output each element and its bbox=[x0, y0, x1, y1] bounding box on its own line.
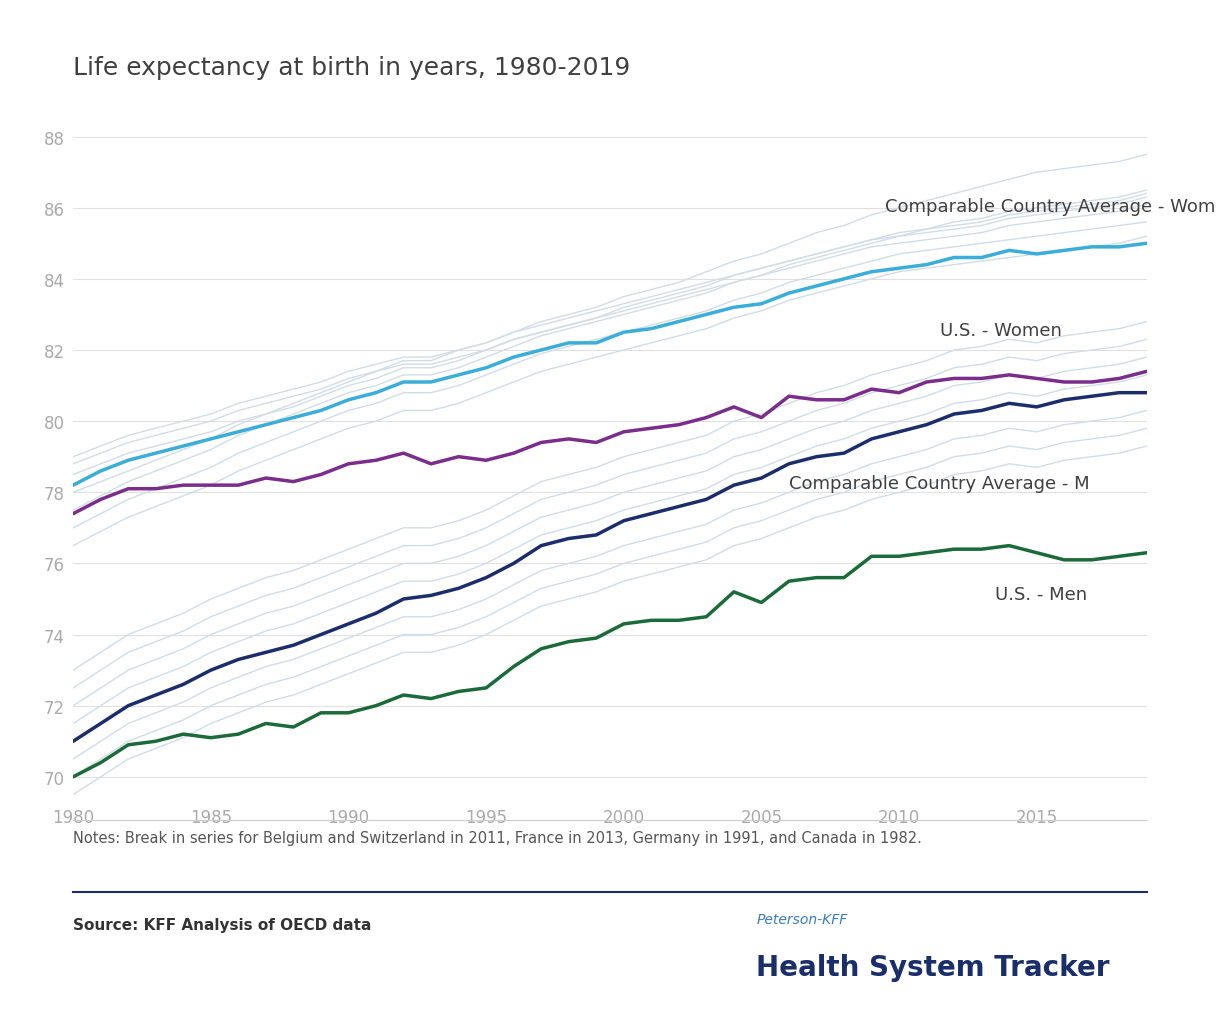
Text: Source: KFF Analysis of OECD data: Source: KFF Analysis of OECD data bbox=[73, 917, 372, 932]
Text: Life expectancy at birth in years, 1980-2019: Life expectancy at birth in years, 1980-… bbox=[73, 56, 631, 81]
Text: U.S. - Men: U.S. - Men bbox=[996, 585, 1087, 603]
Text: Notes: Break in series for Belgium and Switzerland in 2011, France in 2013, Germ: Notes: Break in series for Belgium and S… bbox=[73, 830, 922, 846]
Text: Health System Tracker: Health System Tracker bbox=[756, 953, 1110, 980]
Text: U.S. - Women: U.S. - Women bbox=[941, 322, 1063, 340]
Text: Peterson-KFF: Peterson-KFF bbox=[756, 912, 848, 926]
Text: Comparable Country Average - M: Comparable Country Average - M bbox=[789, 475, 1089, 493]
Text: Comparable Country Average - Wom: Comparable Country Average - Wom bbox=[886, 198, 1215, 216]
